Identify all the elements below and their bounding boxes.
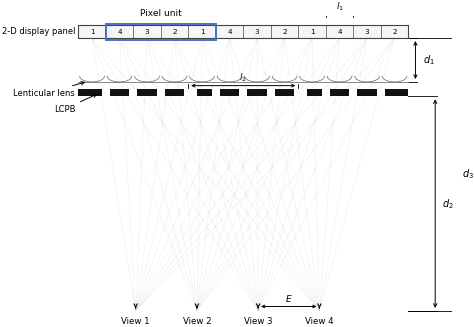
Bar (78, 26, 408, 38)
Text: View 1: View 1 (121, 317, 150, 326)
Bar (184, 89, 197, 97)
Text: View 2: View 2 (182, 317, 211, 326)
Bar (294, 89, 307, 97)
Bar (212, 89, 220, 97)
Bar (267, 89, 275, 97)
Bar (377, 89, 385, 97)
Bar (102, 89, 110, 97)
Text: $d_3$: $d_3$ (462, 168, 474, 181)
Text: $d_1$: $d_1$ (422, 53, 434, 67)
Text: $d_2$: $d_2$ (442, 197, 454, 211)
Text: 2-D display panel: 2-D display panel (2, 27, 75, 36)
Text: $l_2$: $l_2$ (239, 71, 247, 84)
Text: 4: 4 (227, 29, 232, 35)
Text: 3: 3 (365, 29, 369, 35)
Text: $l_1$: $l_1$ (336, 0, 344, 12)
Bar (157, 89, 165, 97)
Text: Pixel unit: Pixel unit (140, 9, 182, 18)
Text: 2: 2 (392, 29, 397, 35)
Bar (322, 89, 330, 97)
Text: 3: 3 (255, 29, 259, 35)
Text: E: E (286, 296, 292, 304)
Bar (349, 89, 357, 97)
Bar (78, 89, 408, 96)
Bar (106, 24, 216, 40)
Text: 3: 3 (145, 29, 149, 35)
Bar (129, 89, 137, 97)
Text: 1: 1 (200, 29, 204, 35)
Text: Lenticular lens: Lenticular lens (13, 82, 84, 98)
Text: 4: 4 (117, 29, 122, 35)
Text: 2: 2 (282, 29, 287, 35)
Text: LCPB: LCPB (54, 94, 97, 114)
Bar (239, 89, 247, 97)
Text: 1: 1 (310, 29, 314, 35)
Text: View 4: View 4 (305, 317, 334, 326)
Text: 4: 4 (337, 29, 342, 35)
Text: View 3: View 3 (244, 317, 273, 326)
Text: 2: 2 (172, 29, 177, 35)
Text: 1: 1 (90, 29, 94, 35)
